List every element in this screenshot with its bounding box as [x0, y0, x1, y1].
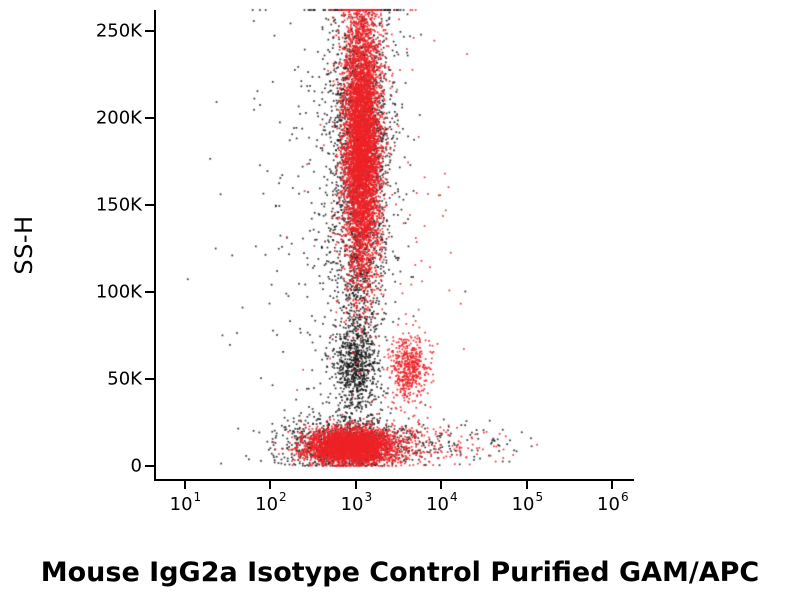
y-axis — [154, 10, 156, 481]
x-tick-label: 101 — [169, 490, 202, 515]
x-axis — [154, 479, 634, 481]
x-tick — [525, 481, 528, 489]
y-tick — [145, 378, 154, 381]
x-tick — [183, 481, 186, 489]
x-tick — [269, 481, 272, 489]
y-tick — [145, 204, 154, 207]
x-tick — [354, 481, 357, 489]
y-tick — [145, 117, 154, 120]
x-tick — [611, 481, 614, 489]
x-tick — [440, 481, 443, 489]
x-tick-label: 106 — [597, 490, 629, 515]
y-tick-label: 100K — [95, 281, 142, 303]
x-tick-label: 102 — [255, 490, 287, 515]
y-tick-label: 200K — [95, 107, 142, 129]
y-axis-label: SS-H — [10, 215, 38, 275]
y-tick — [145, 30, 154, 33]
y-tick-label: 50K — [107, 368, 142, 390]
y-tick — [145, 291, 154, 294]
x-tick-label: 105 — [511, 490, 544, 515]
figure-title: Mouse IgG2a Isotype Control Purified GAM… — [40, 557, 760, 588]
y-tick-label: 250K — [95, 20, 142, 42]
x-tick-label: 103 — [340, 490, 373, 515]
y-tick-label: 150K — [95, 194, 142, 216]
y-tick-label: 0 — [130, 455, 142, 477]
y-tick — [145, 465, 154, 468]
x-tick-label: 104 — [426, 490, 458, 515]
